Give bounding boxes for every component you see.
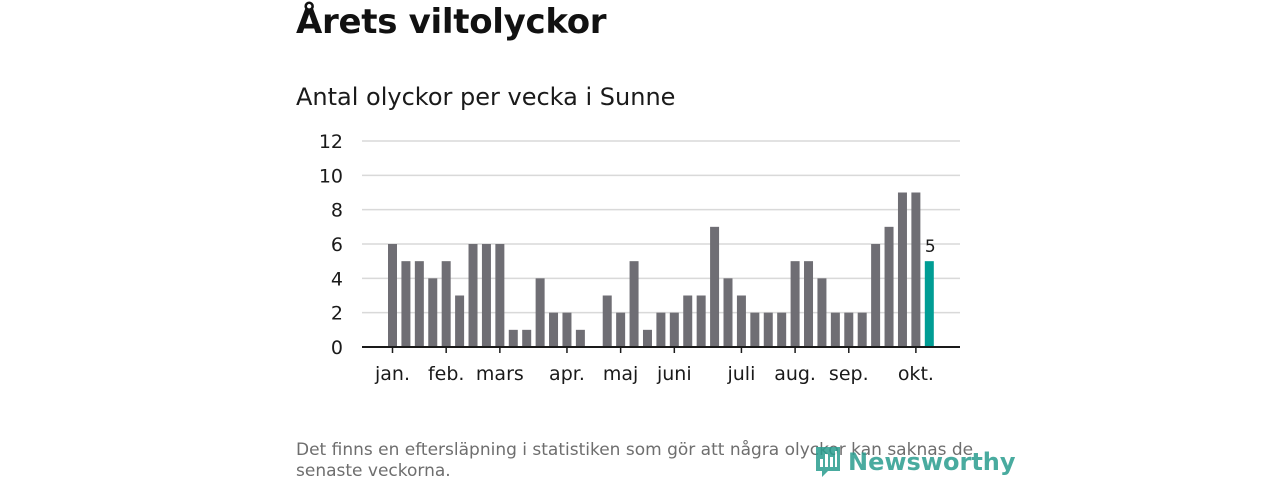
x-tick-label: apr. [549, 363, 585, 385]
x-tick-label: feb. [428, 363, 464, 385]
bar [777, 312, 787, 347]
bar [683, 295, 693, 347]
bar [884, 226, 894, 347]
bar [656, 312, 666, 347]
bar [911, 192, 921, 347]
bar [535, 278, 545, 347]
bar [830, 312, 840, 347]
bar [871, 244, 881, 347]
bar [763, 312, 773, 347]
bars [388, 192, 934, 347]
y-tick-label: 2 [331, 303, 343, 325]
bar [481, 244, 491, 347]
x-tick-label: mars [476, 363, 524, 385]
bar [562, 312, 572, 347]
bar [388, 244, 397, 347]
brand-logo: Newsworthy [814, 444, 1016, 480]
bar [495, 244, 505, 347]
bar [817, 278, 827, 347]
bar [414, 261, 424, 347]
y-tick-label: 8 [331, 200, 343, 222]
y-tick-label: 12 [319, 131, 343, 153]
bar [844, 312, 854, 347]
data-labels: 5 [925, 237, 936, 257]
bar [790, 261, 800, 347]
data-label: 5 [925, 237, 936, 257]
bar [428, 278, 438, 347]
y-tick-label: 6 [331, 234, 343, 256]
grid-lines [362, 140, 960, 314]
bar [602, 295, 612, 347]
x-tick-label: sep. [829, 363, 869, 385]
x-axis-ticks: jan. feb. mars apr. maj juni juli aug. sep. okt. [374, 347, 934, 385]
brand-name: Newsworthy [848, 448, 1016, 476]
bar [696, 295, 706, 347]
x-tick-label: juni [656, 363, 692, 385]
y-tick-label: 0 [331, 337, 343, 359]
x-tick-label: okt. [898, 363, 934, 385]
bar [629, 261, 639, 347]
bar [616, 312, 626, 347]
footnote: Det finns en eftersläpning i statistiken… [296, 440, 974, 481]
y-tick-label: 10 [319, 165, 343, 187]
bar [710, 226, 720, 347]
bar [750, 312, 760, 347]
chart-title: Årets viltolyckor [296, 2, 607, 42]
bar [669, 312, 679, 347]
bar [522, 329, 532, 347]
x-tick-label: jan. [374, 363, 410, 385]
bar [508, 329, 518, 347]
bar [736, 295, 746, 347]
bar [549, 312, 559, 347]
bar [857, 312, 867, 347]
x-tick-label: juli [726, 363, 755, 385]
bar [401, 261, 411, 347]
bar [897, 192, 907, 347]
bar [642, 329, 652, 347]
bar [804, 261, 814, 347]
x-tick-label: maj [603, 363, 638, 385]
bar [924, 261, 934, 347]
x-tick-label: aug. [774, 363, 816, 385]
chart-subtitle: Antal olyckor per vecka i Sunne [296, 83, 676, 111]
bar [575, 329, 585, 347]
y-tick-label: 4 [331, 268, 343, 290]
newsworthy-logo-icon [816, 447, 840, 477]
y-axis-ticks: 0 2 4 6 8 10 12 [319, 131, 343, 359]
bar [468, 244, 478, 347]
bar [455, 295, 465, 347]
bar [441, 261, 451, 347]
bar-chart: 0 2 4 6 8 10 12 jan. feb. mars apr. maj juni juli aug… [319, 131, 960, 385]
bar [723, 278, 733, 347]
